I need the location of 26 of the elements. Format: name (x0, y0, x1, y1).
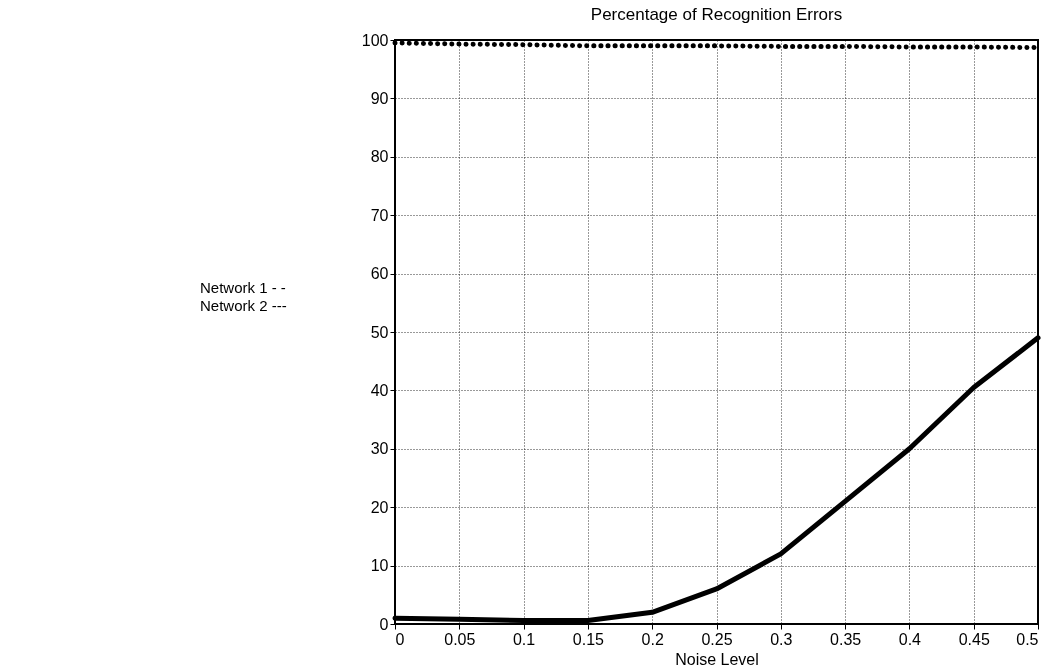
y-tick-label: 10 (370, 557, 389, 575)
x-tick-label: 0.5 (1016, 630, 1039, 648)
y-tick-label: 100 (361, 31, 389, 49)
y-tick-label: 80 (370, 148, 389, 166)
y-tick-label: 20 (370, 498, 389, 516)
x-tick-label: 0.15 (572, 630, 605, 648)
x-tick-label: 0.3 (770, 630, 793, 648)
x-tick-label: 0.2 (641, 630, 664, 648)
y-tick-label: 60 (370, 265, 389, 283)
x-tick-label: 0.25 (701, 630, 733, 648)
x-tick-label: 0.1 (512, 630, 536, 648)
x-tick-label: 0.45 (958, 630, 990, 648)
y-tick-label: 40 (370, 381, 389, 399)
text: Network 2 --- (200, 297, 287, 314)
x-tick-label: 0.4 (898, 630, 922, 648)
y-tick-label: 30 (370, 440, 389, 458)
text: Network 1 - - (200, 279, 286, 296)
x-tick-label: 0 (395, 630, 405, 648)
x-tick-label: 0.05 (444, 630, 476, 648)
y-tick-label: 0 (379, 615, 389, 633)
y-tick-label: 70 (370, 206, 389, 224)
y-tick-label: 90 (370, 89, 389, 107)
chart-title: Percentage of Recognition Errors (590, 5, 843, 24)
y-tick-label: 50 (370, 323, 389, 341)
x-tick-label: 0.35 (830, 630, 862, 648)
x-axis-title: Noise Level (675, 650, 759, 668)
